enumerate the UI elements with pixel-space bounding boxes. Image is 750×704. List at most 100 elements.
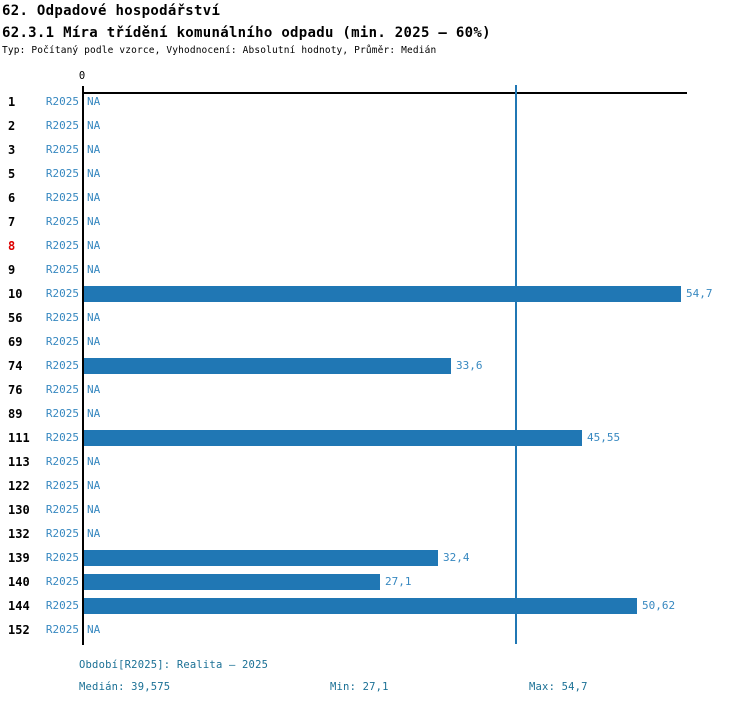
row-na-label: NA: [87, 335, 101, 348]
x-axis-zero-tick-label: 0: [78, 70, 86, 82]
row-id-label: 7: [8, 215, 16, 229]
row-period-label: R2025: [45, 527, 79, 540]
row-bar: [84, 430, 582, 446]
row-id-label: 76: [8, 383, 23, 397]
row-period-label: R2025: [45, 503, 79, 516]
row-id-label: 3: [8, 143, 16, 157]
row-na-label: NA: [87, 311, 101, 324]
row-period-label: R2025: [45, 407, 79, 420]
row-value-label: 27,1: [385, 575, 412, 588]
footer-max-label: Max: 54,7: [529, 681, 588, 693]
chart-row: 74 R2025 33,6: [0, 354, 750, 378]
row-na-label: NA: [87, 455, 101, 468]
chart-row: 3 R2025 NA: [0, 138, 750, 162]
chart-row: 152 R2025 NA: [0, 618, 750, 642]
row-id-label: 130: [8, 503, 30, 517]
row-id-label: 9: [8, 263, 16, 277]
chart-row: 140 R2025 27,1: [0, 570, 750, 594]
chart-row: 69 R2025 NA: [0, 330, 750, 354]
chart-row: 89 R2025 NA: [0, 402, 750, 426]
row-period-label: R2025: [45, 215, 79, 228]
chart-row: 8 R2025 NA: [0, 234, 750, 258]
row-id-label: 139: [8, 551, 30, 565]
chart-row: 6 R2025 NA: [0, 186, 750, 210]
row-value-label: 45,55: [587, 431, 621, 444]
row-period-label: R2025: [45, 359, 79, 372]
chart-rows: 1 R2025 NA 2 R2025 NA 3 R2025 NA 5 R2025 NA 6 R2025 NA…: [0, 90, 750, 642]
chart-row: 56 R2025 NA: [0, 306, 750, 330]
row-na-label: NA: [87, 119, 101, 132]
row-period-label: R2025: [45, 623, 79, 636]
row-bar: [84, 550, 438, 566]
chart-subtitle: Typ: Počítaný podle vzorce, Vyhodnocení:…: [2, 45, 437, 56]
row-id-label: 69: [8, 335, 23, 349]
row-period-label: R2025: [45, 551, 79, 564]
chart-row: 111 R2025 45,55: [0, 426, 750, 450]
row-period-label: R2025: [45, 479, 79, 492]
chart-row: 9 R2025 NA: [0, 258, 750, 282]
row-bar: [84, 358, 451, 374]
row-id-label: 152: [8, 623, 30, 637]
row-na-label: NA: [87, 623, 101, 636]
row-period-label: R2025: [45, 599, 79, 612]
row-id-label: 2: [8, 119, 16, 133]
footer-period-label: Období[R2025]: Realita – 2025: [79, 659, 269, 671]
row-bar: [84, 598, 637, 614]
footer-min-label: Min: 27,1: [330, 681, 389, 693]
row-bar: [84, 286, 681, 302]
chart-row: 130 R2025 NA: [0, 498, 750, 522]
row-id-label: 6: [8, 191, 16, 205]
row-period-label: R2025: [45, 95, 79, 108]
page-title: 62. Odpadové hospodářství: [2, 3, 221, 19]
chart-row: 7 R2025 NA: [0, 210, 750, 234]
row-na-label: NA: [87, 167, 101, 180]
footer-median-label: Medián: 39,575: [79, 681, 171, 693]
row-id-label: 8: [8, 239, 16, 253]
row-period-label: R2025: [45, 575, 79, 588]
x-axis-line: [83, 92, 687, 94]
row-period-label: R2025: [45, 311, 79, 324]
row-bar: [84, 574, 380, 590]
chart-row: 139 R2025 32,4: [0, 546, 750, 570]
row-na-label: NA: [87, 95, 101, 108]
row-period-label: R2025: [45, 191, 79, 204]
chart-row: 10 R2025 54,7: [0, 282, 750, 306]
chart-row: 113 R2025 NA: [0, 450, 750, 474]
row-period-label: R2025: [45, 455, 79, 468]
row-na-label: NA: [87, 383, 101, 396]
row-na-label: NA: [87, 239, 101, 252]
row-period-label: R2025: [45, 143, 79, 156]
chart-row: 144 R2025 50,62: [0, 594, 750, 618]
row-id-label: 56: [8, 311, 23, 325]
row-period-label: R2025: [45, 335, 79, 348]
row-id-label: 122: [8, 479, 30, 493]
chart-row: 122 R2025 NA: [0, 474, 750, 498]
row-period-label: R2025: [45, 287, 79, 300]
row-id-label: 5: [8, 167, 16, 181]
row-na-label: NA: [87, 503, 101, 516]
chart-row: 5 R2025 NA: [0, 162, 750, 186]
row-na-label: NA: [87, 479, 101, 492]
row-na-label: NA: [87, 143, 101, 156]
row-na-label: NA: [87, 263, 101, 276]
row-id-label: 1: [8, 95, 16, 109]
row-period-label: R2025: [45, 119, 79, 132]
row-value-label: 54,7: [686, 287, 713, 300]
row-period-label: R2025: [45, 263, 79, 276]
row-period-label: R2025: [45, 167, 79, 180]
row-id-label: 10: [8, 287, 23, 301]
row-id-label: 140: [8, 575, 30, 589]
row-value-label: 50,62: [642, 599, 676, 612]
chart-row: 132 R2025 NA: [0, 522, 750, 546]
chart-row: 2 R2025 NA: [0, 114, 750, 138]
row-period-label: R2025: [45, 431, 79, 444]
row-na-label: NA: [87, 527, 101, 540]
chart-row: 76 R2025 NA: [0, 378, 750, 402]
chart-row: 1 R2025 NA: [0, 90, 750, 114]
row-id-label: 74: [8, 359, 23, 373]
row-na-label: NA: [87, 407, 101, 420]
row-id-label: 132: [8, 527, 30, 541]
row-id-label: 144: [8, 599, 30, 613]
row-value-label: 32,4: [443, 551, 470, 564]
